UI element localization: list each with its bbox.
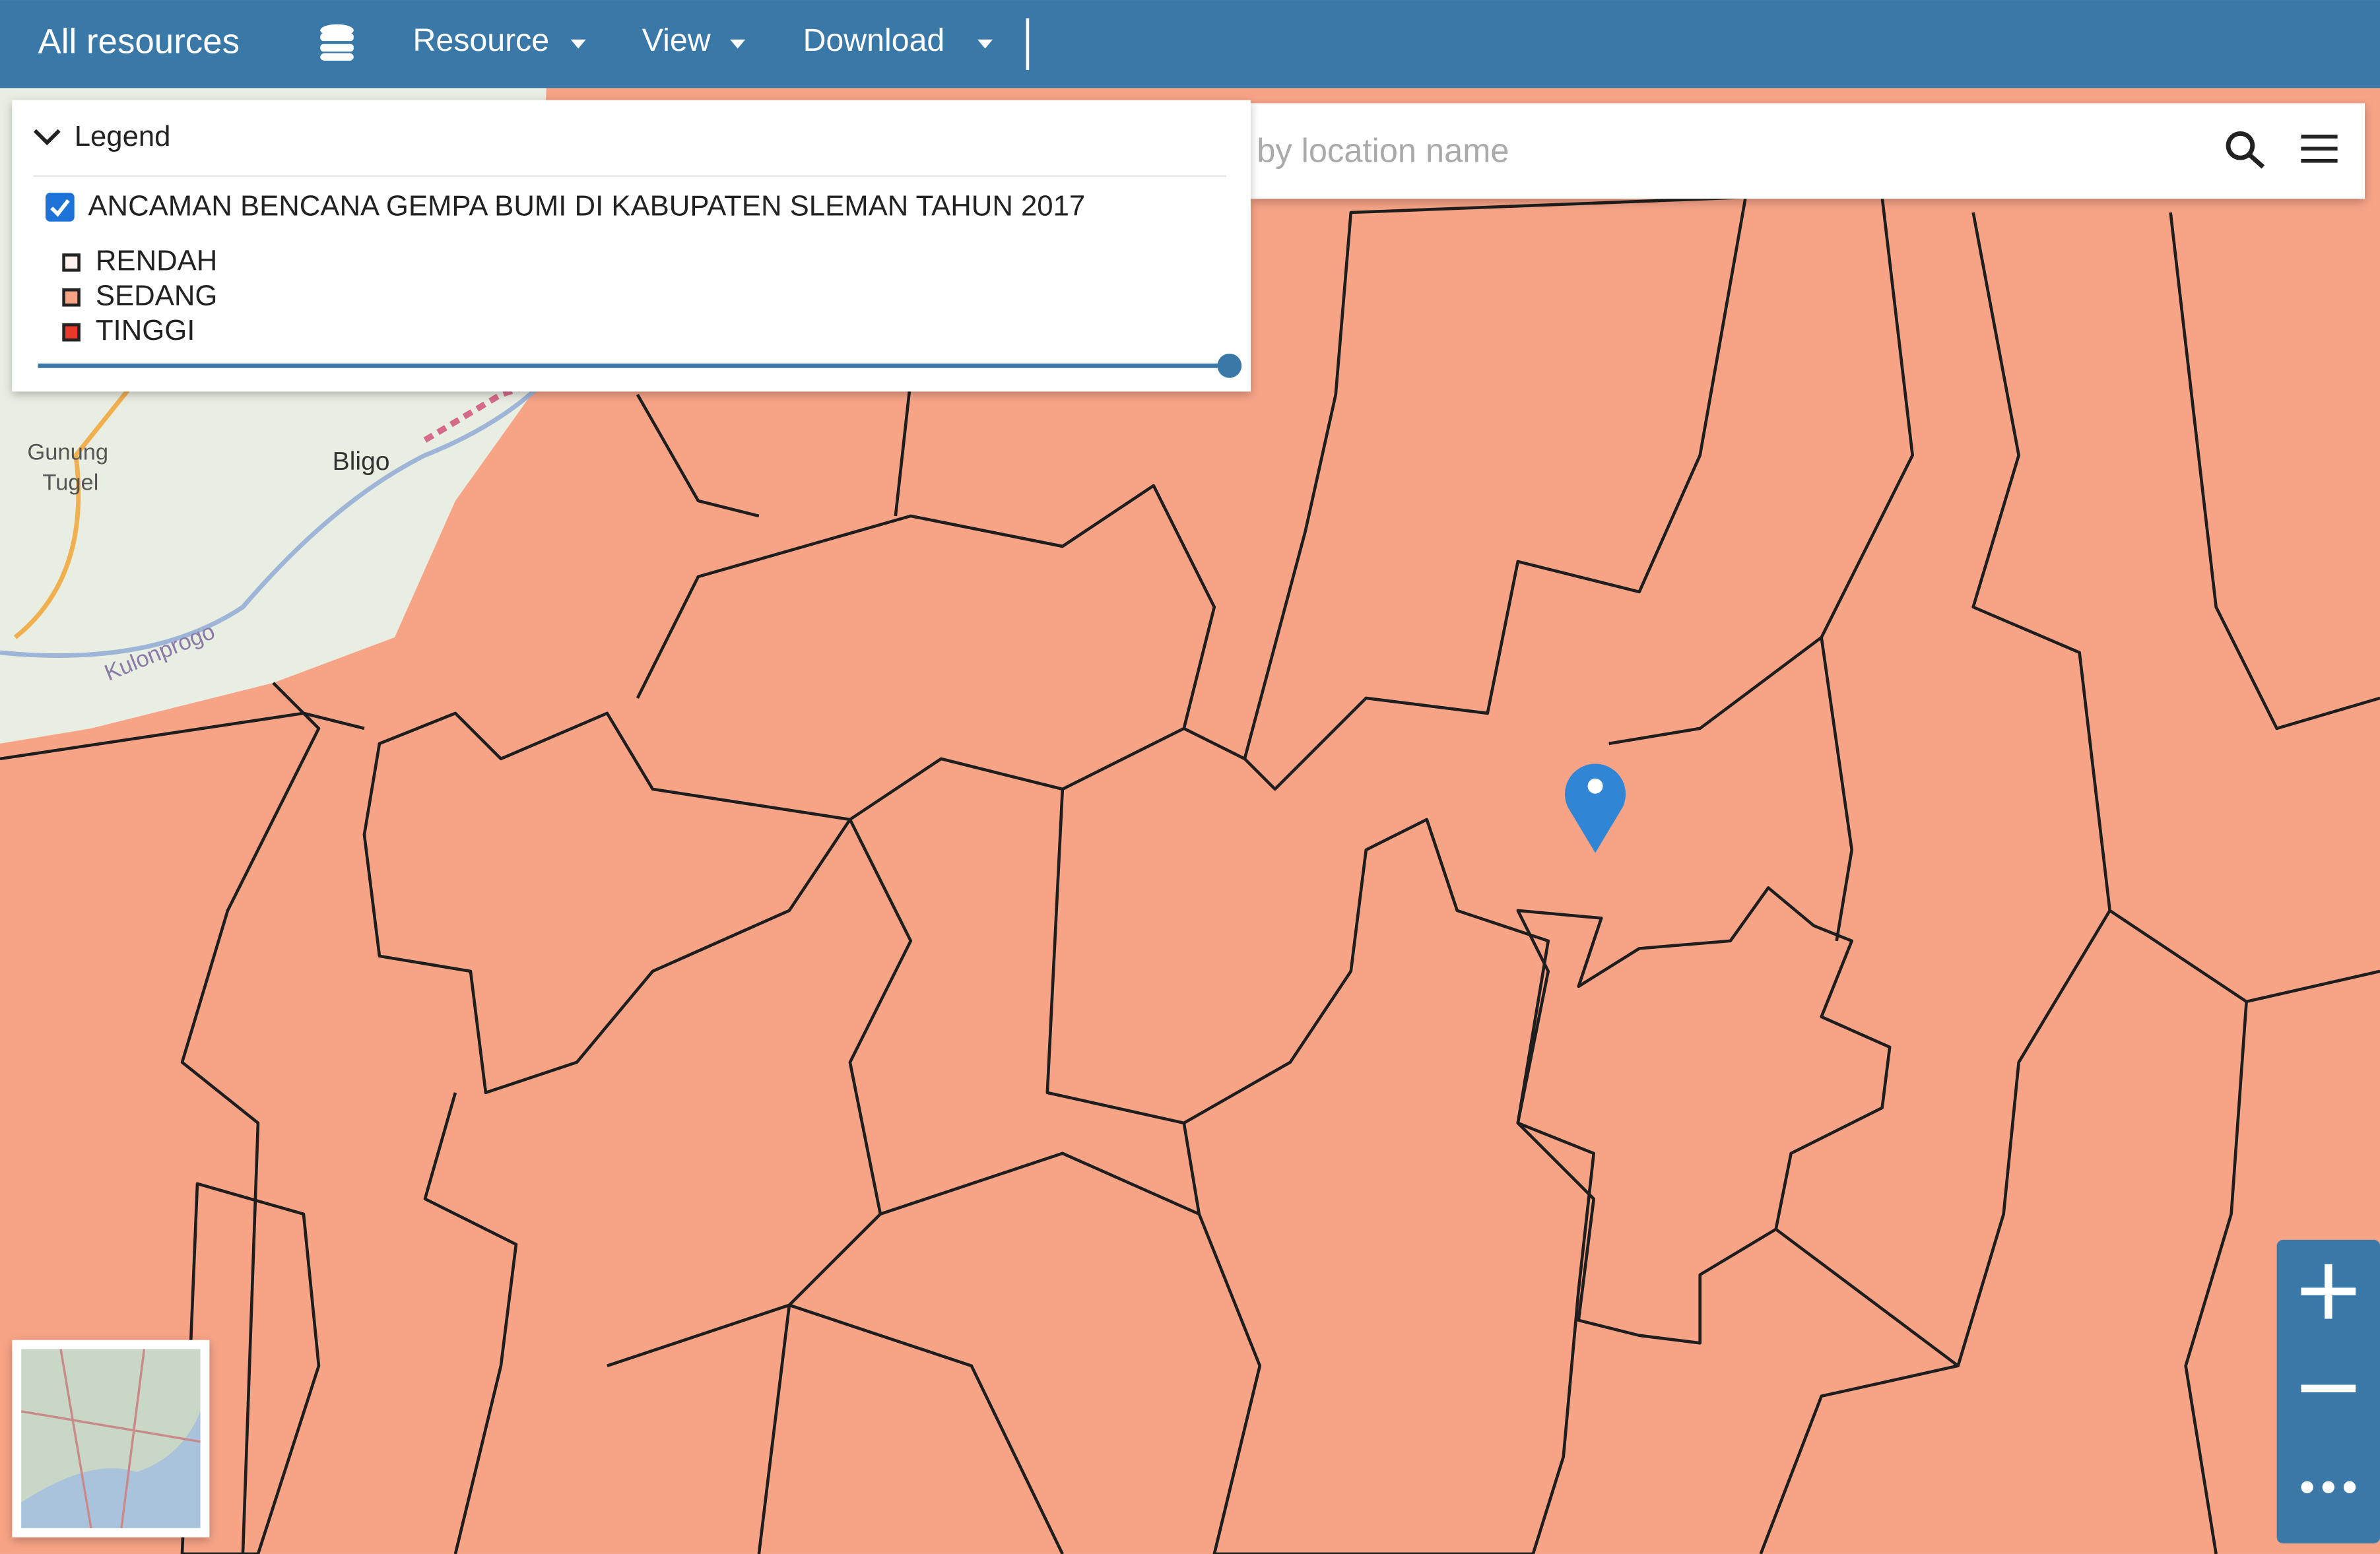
place-label: Bligo	[333, 447, 390, 476]
location-pin[interactable]	[1565, 763, 1626, 853]
place-label: Gunung	[27, 440, 108, 465]
menu-icon[interactable]	[2301, 135, 2338, 163]
nav-menu[interactable]: View	[642, 22, 711, 58]
caret	[977, 39, 993, 49]
legend-swatch	[62, 253, 81, 272]
legend-title: Legend	[75, 120, 171, 152]
more-options[interactable]	[2301, 1481, 2356, 1493]
header	[0, 0, 2380, 88]
nav-menu[interactable]: Download	[803, 22, 945, 58]
legend-swatch	[62, 288, 81, 307]
legend-swatch	[62, 323, 81, 342]
search-icon[interactable]	[2226, 131, 2265, 169]
layer-title: ANCAMAN BENCANA GEMPA BUMI DI KABUPATEN …	[88, 190, 1085, 222]
database-icon[interactable]	[320, 24, 354, 61]
zoom-in[interactable]	[2301, 1264, 2356, 1319]
caret	[730, 39, 746, 49]
place-label: Tugel	[42, 470, 98, 496]
overview-roads	[20, 1349, 201, 1529]
road	[13, 377, 139, 639]
collapse-chevron[interactable]	[33, 129, 61, 146]
legend-class: SEDANG	[96, 279, 217, 311]
region	[1243, 195, 1748, 791]
layer-checkbox[interactable]	[45, 193, 75, 222]
region	[362, 711, 852, 1095]
region	[1516, 886, 1892, 1345]
nav-menu[interactable]: Resource	[413, 22, 550, 58]
region-boundary	[0, 197, 2380, 1554]
overview-water	[21, 1411, 201, 1528]
pin-dot	[1587, 778, 1603, 794]
search-bar[interactable]	[1250, 103, 2365, 199]
slider-knob[interactable]	[1217, 353, 1242, 378]
check-mark	[50, 199, 70, 217]
nav-home[interactable]: All resources	[38, 22, 240, 61]
legend-class: RENDAH	[96, 244, 217, 276]
region	[1182, 818, 1596, 1554]
legend-class: TINGGI	[96, 314, 195, 346]
caret	[570, 39, 586, 49]
legend-panel	[12, 100, 1251, 392]
river	[0, 377, 548, 658]
search-placeholder: by location name	[1257, 132, 1509, 170]
